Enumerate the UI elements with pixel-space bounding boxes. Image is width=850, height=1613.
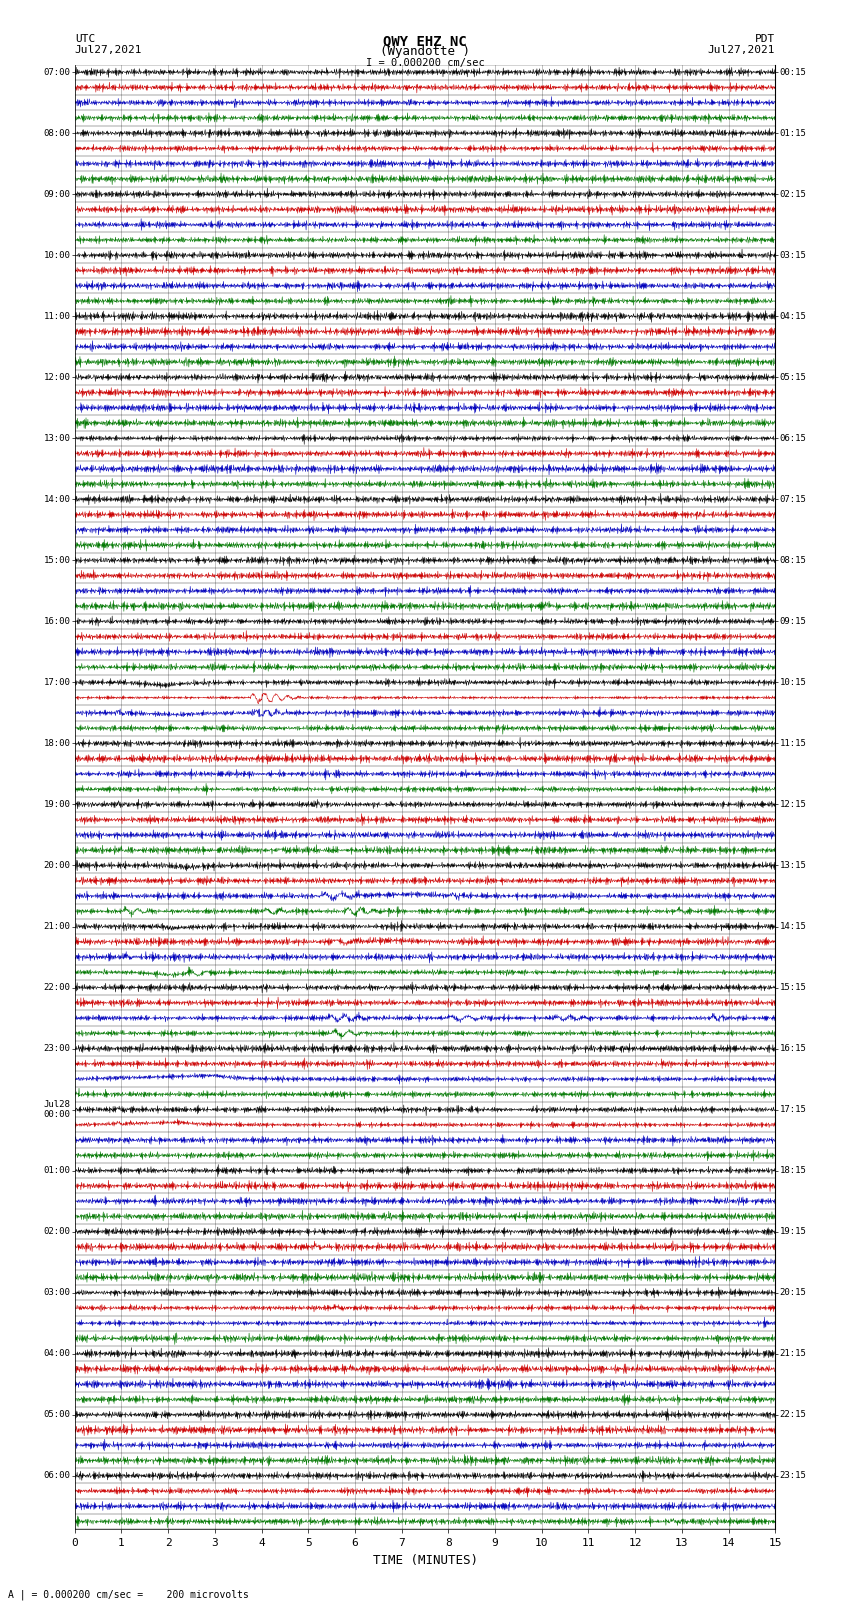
- Text: I = 0.000200 cm/sec: I = 0.000200 cm/sec: [366, 58, 484, 68]
- Text: (Wyandotte ): (Wyandotte ): [380, 45, 470, 58]
- Text: UTC: UTC: [75, 34, 95, 44]
- Text: PDT: PDT: [755, 34, 775, 44]
- Text: A | = 0.000200 cm/sec =    200 microvolts: A | = 0.000200 cm/sec = 200 microvolts: [8, 1589, 249, 1600]
- Text: Jul27,2021: Jul27,2021: [708, 45, 775, 55]
- Text: Jul27,2021: Jul27,2021: [75, 45, 142, 55]
- Text: QWY EHZ NC: QWY EHZ NC: [383, 34, 467, 48]
- X-axis label: TIME (MINUTES): TIME (MINUTES): [372, 1553, 478, 1566]
